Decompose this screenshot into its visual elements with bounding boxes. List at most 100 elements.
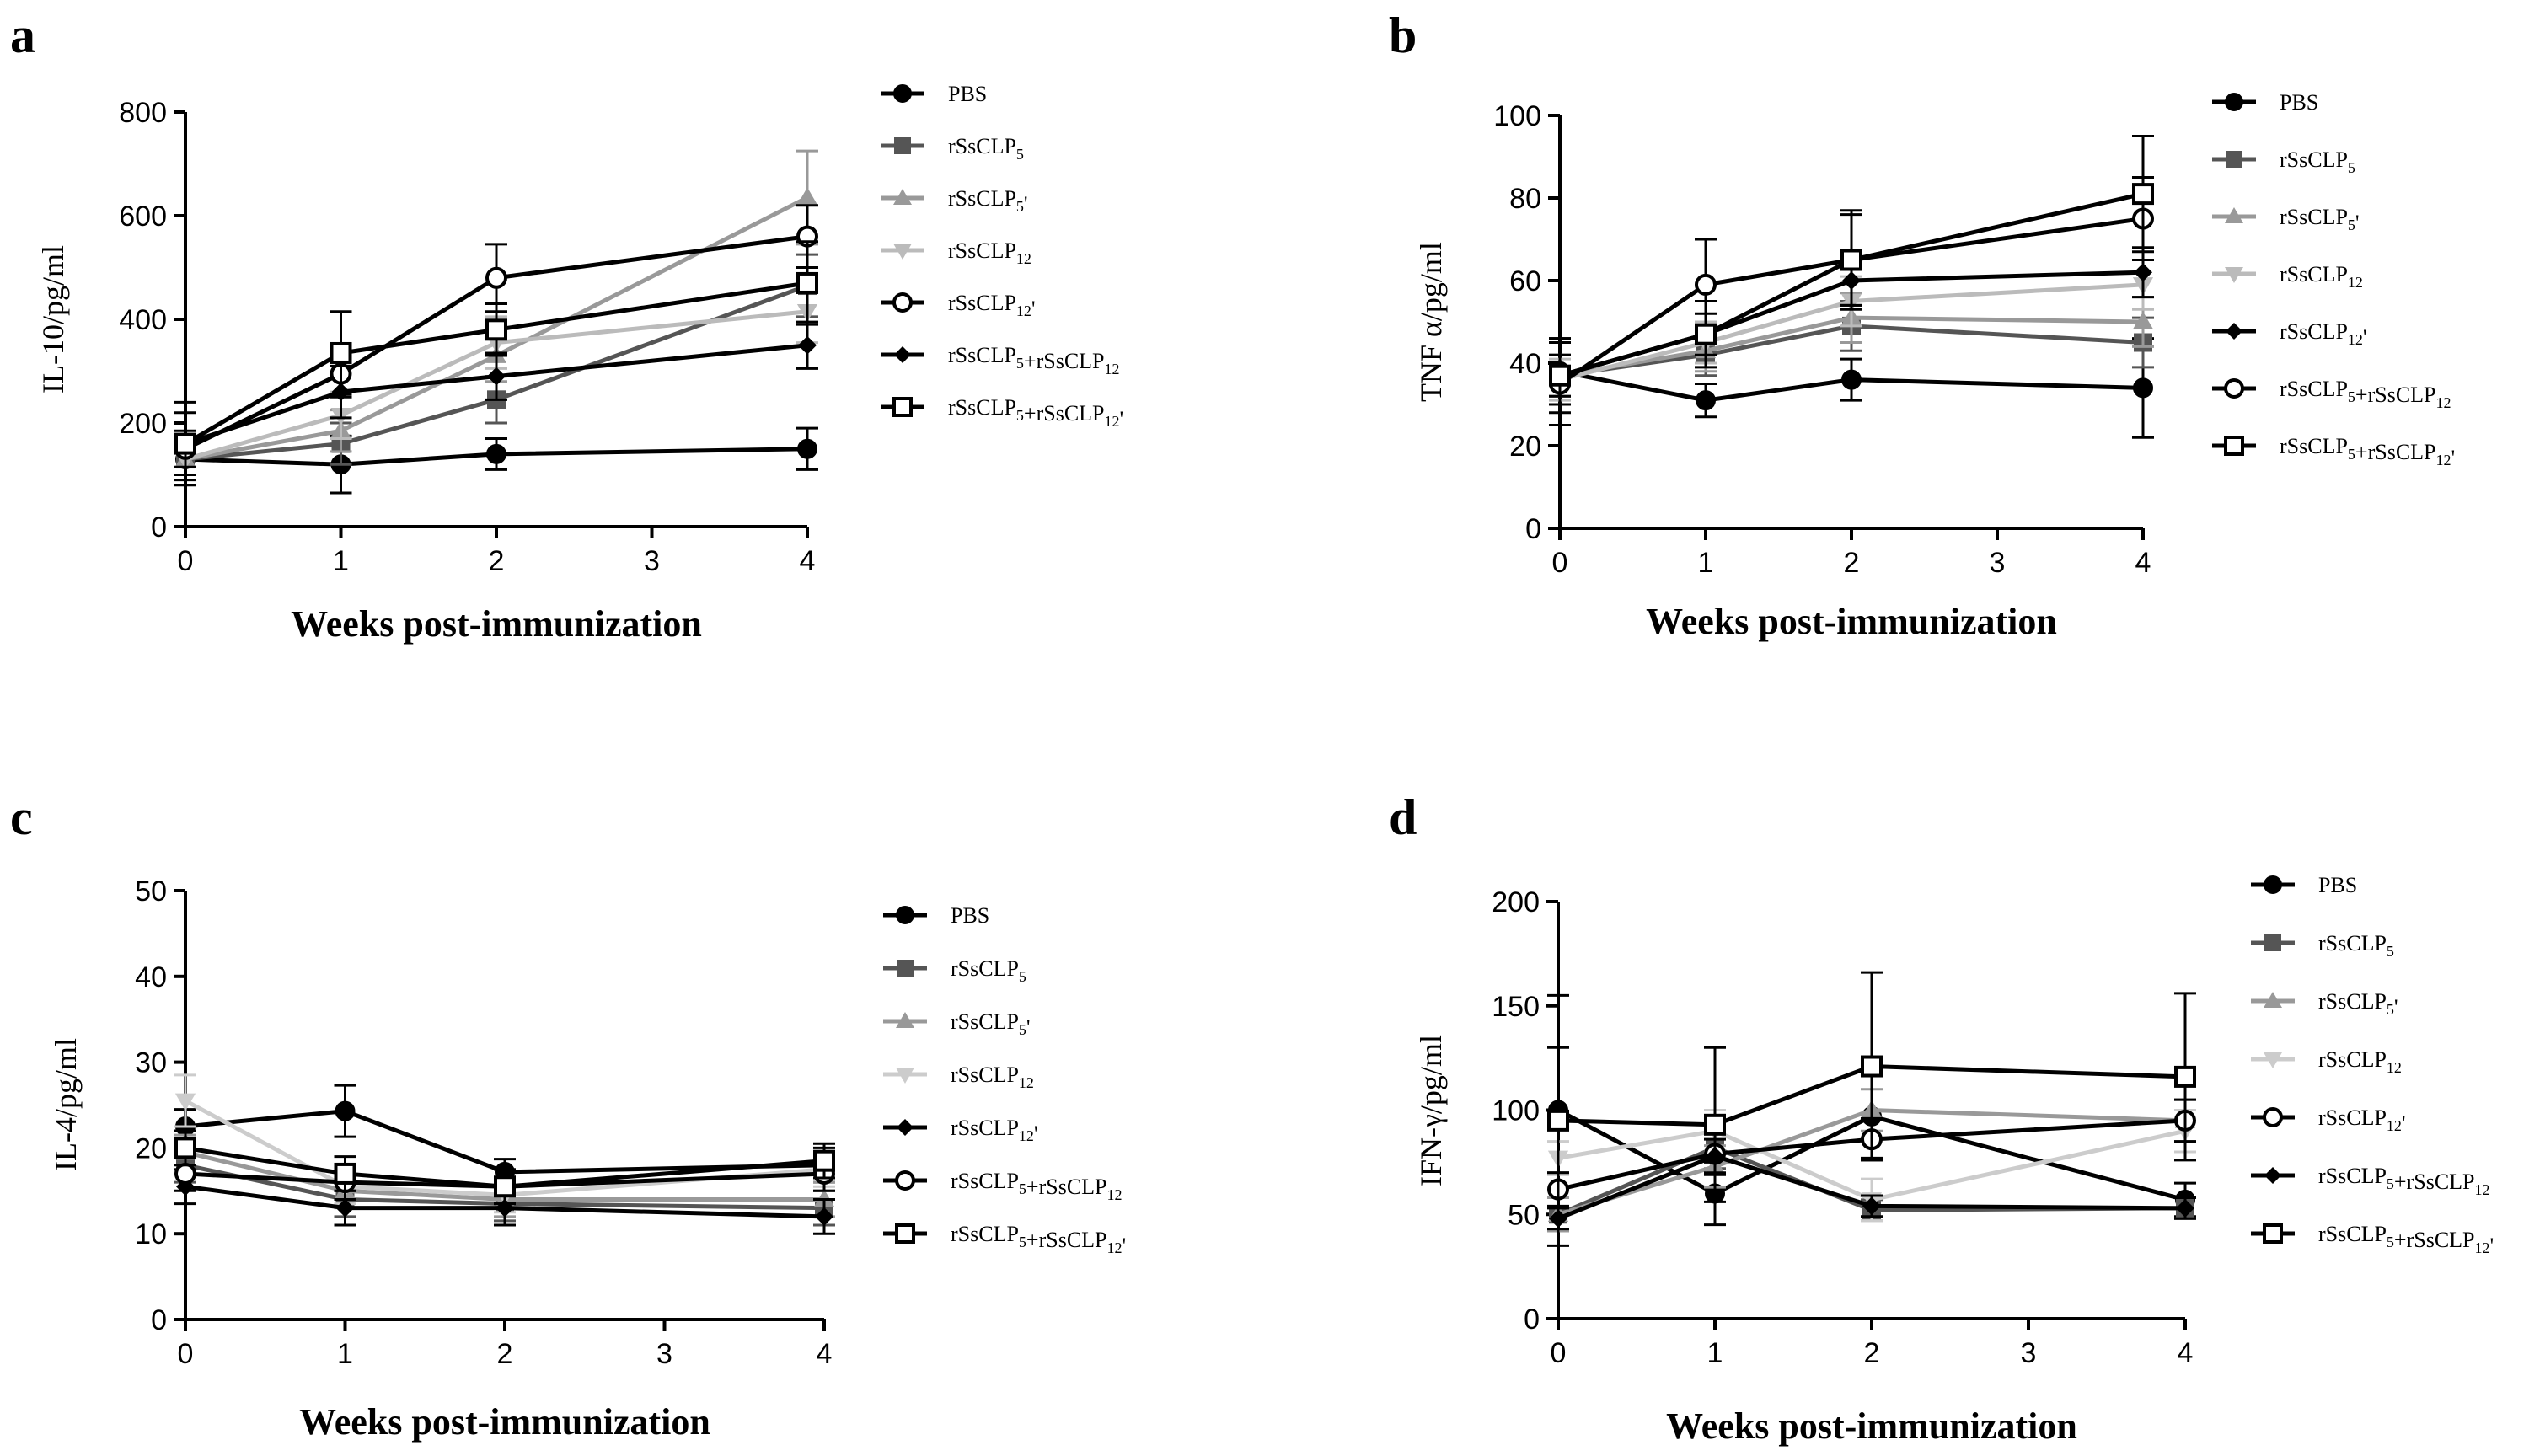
legend-text: ' <box>2363 325 2367 350</box>
y-axis-label: IL-10/pg/ml <box>36 245 70 393</box>
data-point <box>1841 369 1862 390</box>
legend-subscript: 5 <box>1016 407 1024 424</box>
legend-label: PBS <box>2318 873 2357 897</box>
legend-subscript: 12 <box>1105 361 1120 377</box>
legend-text: ' <box>2402 1111 2406 1136</box>
x-tick-label: 0 <box>178 1338 194 1370</box>
legend-item-rssclp12: rSsCLP12 <box>2212 262 2363 291</box>
legend-subscript: 12 <box>2475 1239 2490 1256</box>
data-point <box>1704 1113 1726 1136</box>
legend-item-pbs: PBS <box>2212 90 2318 115</box>
legend-text: +rSsCLP <box>2394 1228 2475 1252</box>
series-line <box>184 1099 825 1197</box>
legend-label: rSsCLP5+rSsCLP12 <box>948 343 1120 377</box>
legend-item-rssclp5-rssclp12: rSsCLP5+rSsCLP12 <box>881 343 1120 377</box>
legend-text: PBS <box>2318 873 2357 897</box>
y-tick-label: 10 <box>135 1218 167 1250</box>
series-line <box>1559 369 2144 403</box>
legend-subscript: 12 <box>1019 1074 1034 1091</box>
legend-label: PBS <box>951 903 989 928</box>
y-tick-label: 100 <box>1493 100 1541 132</box>
legend-subscript: 5 <box>1019 1021 1026 1038</box>
legend-item-rssclp5: rSsCLP5 <box>2212 147 2355 176</box>
series-line <box>1557 1108 2186 1202</box>
y-tick-label: 50 <box>135 875 167 907</box>
legend-marker <box>897 1119 914 1136</box>
legend-label: rSsCLP5+rSsCLP12 <box>2280 377 2451 411</box>
data-point <box>330 341 352 364</box>
x-tick-label: 2 <box>1864 1337 1880 1369</box>
legend-subscript: 12 <box>2348 331 2363 348</box>
legend-subscript: 5 <box>2387 1001 2394 1018</box>
legend-text: +rSsCLP <box>1024 401 1105 426</box>
x-tick-label: 4 <box>2135 547 2151 579</box>
y-tick-label: 100 <box>1492 1095 1540 1127</box>
y-tick-label: 80 <box>1509 183 1541 215</box>
x-tick-label: 4 <box>2178 1337 2194 1369</box>
legend-text: ' <box>2490 1234 2494 1258</box>
legend-subscript: 12 <box>1105 413 1120 430</box>
legend-subscript: 5 <box>2387 943 2394 960</box>
x-tick-label: 2 <box>497 1338 513 1370</box>
legend-subscript: 12 <box>1107 1239 1123 1256</box>
legend-marker <box>895 1223 915 1244</box>
panel-letter: b <box>1389 8 1417 63</box>
data-point <box>2133 377 2153 399</box>
legend-text: +rSsCLP <box>1026 1228 1107 1252</box>
legend-subscript: 5 <box>2387 1175 2394 1192</box>
y-tick-label: 20 <box>1509 431 1541 463</box>
data-point <box>796 187 818 206</box>
legend-item-rssclp5-rssclp12: rSsCLP5+rSsCLP12 <box>2251 1164 2490 1198</box>
legend-text: +rSsCLP <box>2394 1170 2475 1194</box>
legend-text: ' <box>1120 407 1124 431</box>
data-point <box>796 271 818 294</box>
series-line <box>185 283 808 462</box>
y-tick-label: 200 <box>1492 886 1540 918</box>
legend-subscript: 5 <box>2387 1234 2394 1250</box>
x-tick-label: 1 <box>333 545 349 577</box>
x-tick-label: 0 <box>1552 547 1568 579</box>
legend-text: rSsCLP <box>948 134 1016 158</box>
legend-text: ' <box>1034 1121 1038 1146</box>
legend-subscript: 5 <box>2348 446 2355 463</box>
legend-item-rssclp5: rSsCLP5 <box>881 134 1024 163</box>
data-point <box>334 1162 356 1185</box>
legend-marker <box>894 346 911 363</box>
y-tick-label: 0 <box>1525 513 1541 545</box>
legend-marker <box>893 84 912 103</box>
legend-text: rSsCLP <box>948 186 1016 211</box>
data-point <box>174 1093 196 1111</box>
x-tick-label: 2 <box>1844 547 1860 579</box>
legend-marker <box>895 1170 915 1191</box>
x-tick-label: 3 <box>644 545 660 577</box>
x-axis-label: Weeks post-immunization <box>299 1401 710 1443</box>
legend-marker <box>2263 1223 2283 1244</box>
legend-marker <box>896 906 914 924</box>
series-rssclp5-rssclp12 <box>1549 135 2154 415</box>
legend-text: ' <box>2451 446 2456 470</box>
legend-marker <box>2224 436 2244 456</box>
data-point <box>1549 364 1571 387</box>
legend-text: ' <box>2394 995 2398 1020</box>
y-tick-label: 0 <box>1524 1303 1540 1336</box>
legend-marker <box>893 244 912 260</box>
legend-marker <box>2226 151 2242 168</box>
data-point <box>1696 390 1716 411</box>
legend-text: rSsCLP <box>951 956 1019 981</box>
legend-subscript: 5 <box>2348 159 2355 176</box>
data-point <box>487 367 506 386</box>
y-tick-label: 40 <box>1509 348 1541 380</box>
legend-text: +rSsCLP <box>2355 383 2436 407</box>
legend-marker <box>2264 1052 2282 1068</box>
y-tick-label: 40 <box>135 961 167 993</box>
legend-text: rSsCLP <box>2318 1222 2387 1246</box>
legend-label: rSsCLP12' <box>948 291 1036 321</box>
legend-item-rssclp5: rSsCLP5' <box>883 1009 1031 1040</box>
legend-label: rSsCLP5 <box>948 134 1024 163</box>
series-line <box>185 447 808 467</box>
legend-marker <box>2264 875 2282 894</box>
legend-subscript: 12 <box>2436 452 2451 468</box>
